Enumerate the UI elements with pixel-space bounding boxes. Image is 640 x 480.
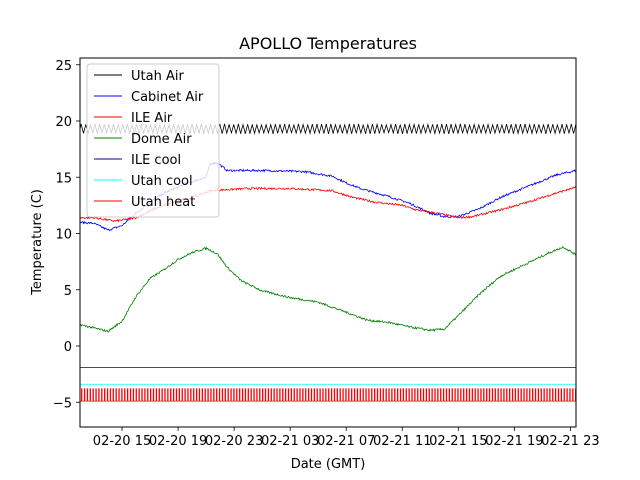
x-tick-label: 02-21 07 <box>317 434 375 449</box>
legend-label-ile-air: ILE Air <box>131 111 173 126</box>
x-tick-label: 02-20 15 <box>93 434 151 449</box>
x-tick-label: 02-21 19 <box>485 434 543 449</box>
series-line-utah-heat <box>80 388 576 402</box>
x-axis-label: Date (GMT) <box>291 457 366 472</box>
y-tick-label: 0 <box>64 340 72 355</box>
y-tick-label: 10 <box>55 228 72 243</box>
y-tick-label: 15 <box>55 171 72 186</box>
x-tick-label: 02-21 23 <box>541 434 599 449</box>
y-tick-label: 25 <box>55 59 72 74</box>
y-tick-label: −5 <box>53 396 72 411</box>
y-axis-label: Temperature (C) <box>30 189 45 296</box>
x-tick-label: 02-20 19 <box>149 434 207 449</box>
legend-label-utah-cool: Utah cool <box>131 174 193 189</box>
series-line-dome-air <box>80 246 576 333</box>
legend-label-cabinet-air: Cabinet Air <box>131 90 204 105</box>
x-tick-label: 02-21 15 <box>429 434 487 449</box>
y-tick-label: 5 <box>64 284 72 299</box>
legend-label-utah-air: Utah Air <box>131 69 184 84</box>
y-tick-label: 20 <box>55 115 72 130</box>
legend-label-utah-heat: Utah heat <box>131 195 195 210</box>
legend-label-dome-air: Dome Air <box>131 132 192 147</box>
plot-frame <box>79 57 577 428</box>
chart-title: APOLLO Temperatures <box>239 34 417 53</box>
legend-label-ile-cool: ILE cool <box>131 153 181 168</box>
x-tick-label: 02-21 11 <box>373 434 431 449</box>
legend-box <box>86 63 220 218</box>
x-tick-label: 02-21 03 <box>261 434 319 449</box>
legend: Utah Air Cabinet Air ILE Air Dome Air ILE co… <box>86 63 220 218</box>
y-axis: −5 0 5 10 15 20 25 <box>53 59 80 411</box>
x-tick-label: 02-20 23 <box>205 434 263 449</box>
